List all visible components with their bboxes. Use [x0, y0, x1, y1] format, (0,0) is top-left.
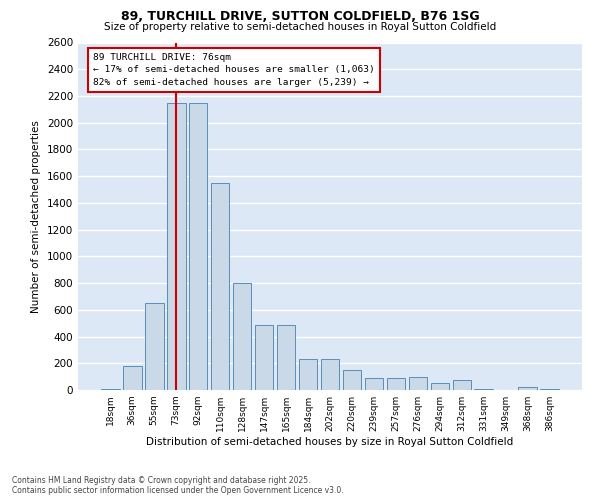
Y-axis label: Number of semi-detached properties: Number of semi-detached properties: [31, 120, 41, 312]
Bar: [475, 388, 493, 390]
Text: Contains HM Land Registry data © Crown copyright and database right 2025.
Contai: Contains HM Land Registry data © Crown c…: [12, 476, 344, 495]
Bar: [541, 388, 559, 390]
Bar: [167, 102, 185, 390]
Bar: [431, 384, 449, 390]
Bar: [233, 283, 251, 390]
Bar: [299, 360, 317, 390]
Bar: [452, 380, 471, 390]
X-axis label: Distribution of semi-detached houses by size in Royal Sutton Coldfield: Distribution of semi-detached houses by …: [146, 437, 514, 447]
Bar: [211, 183, 229, 390]
Text: Size of property relative to semi-detached houses in Royal Sutton Coldfield: Size of property relative to semi-detach…: [104, 22, 496, 32]
Bar: [189, 102, 208, 390]
Bar: [386, 378, 405, 390]
Bar: [409, 376, 427, 390]
Bar: [365, 378, 383, 390]
Bar: [145, 303, 164, 390]
Bar: [101, 388, 119, 390]
Text: 89, TURCHILL DRIVE, SUTTON COLDFIELD, B76 1SG: 89, TURCHILL DRIVE, SUTTON COLDFIELD, B7…: [121, 10, 479, 23]
Bar: [343, 370, 361, 390]
Bar: [518, 388, 537, 390]
Bar: [320, 360, 340, 390]
Bar: [255, 324, 274, 390]
Text: 89 TURCHILL DRIVE: 76sqm
← 17% of semi-detached houses are smaller (1,063)
82% o: 89 TURCHILL DRIVE: 76sqm ← 17% of semi-d…: [93, 53, 375, 87]
Bar: [123, 366, 142, 390]
Bar: [277, 324, 295, 390]
